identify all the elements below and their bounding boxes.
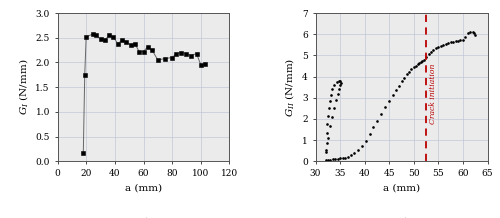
Y-axis label: $G_{II}$ (N/mm): $G_{II}$ (N/mm)	[284, 58, 296, 117]
X-axis label: a (mm): a (mm)	[383, 184, 420, 192]
X-axis label: a (mm): a (mm)	[125, 184, 162, 192]
Y-axis label: $G_I$ (N/mm): $G_I$ (N/mm)	[17, 59, 30, 115]
Text: Crack initiation: Crack initiation	[429, 63, 437, 124]
